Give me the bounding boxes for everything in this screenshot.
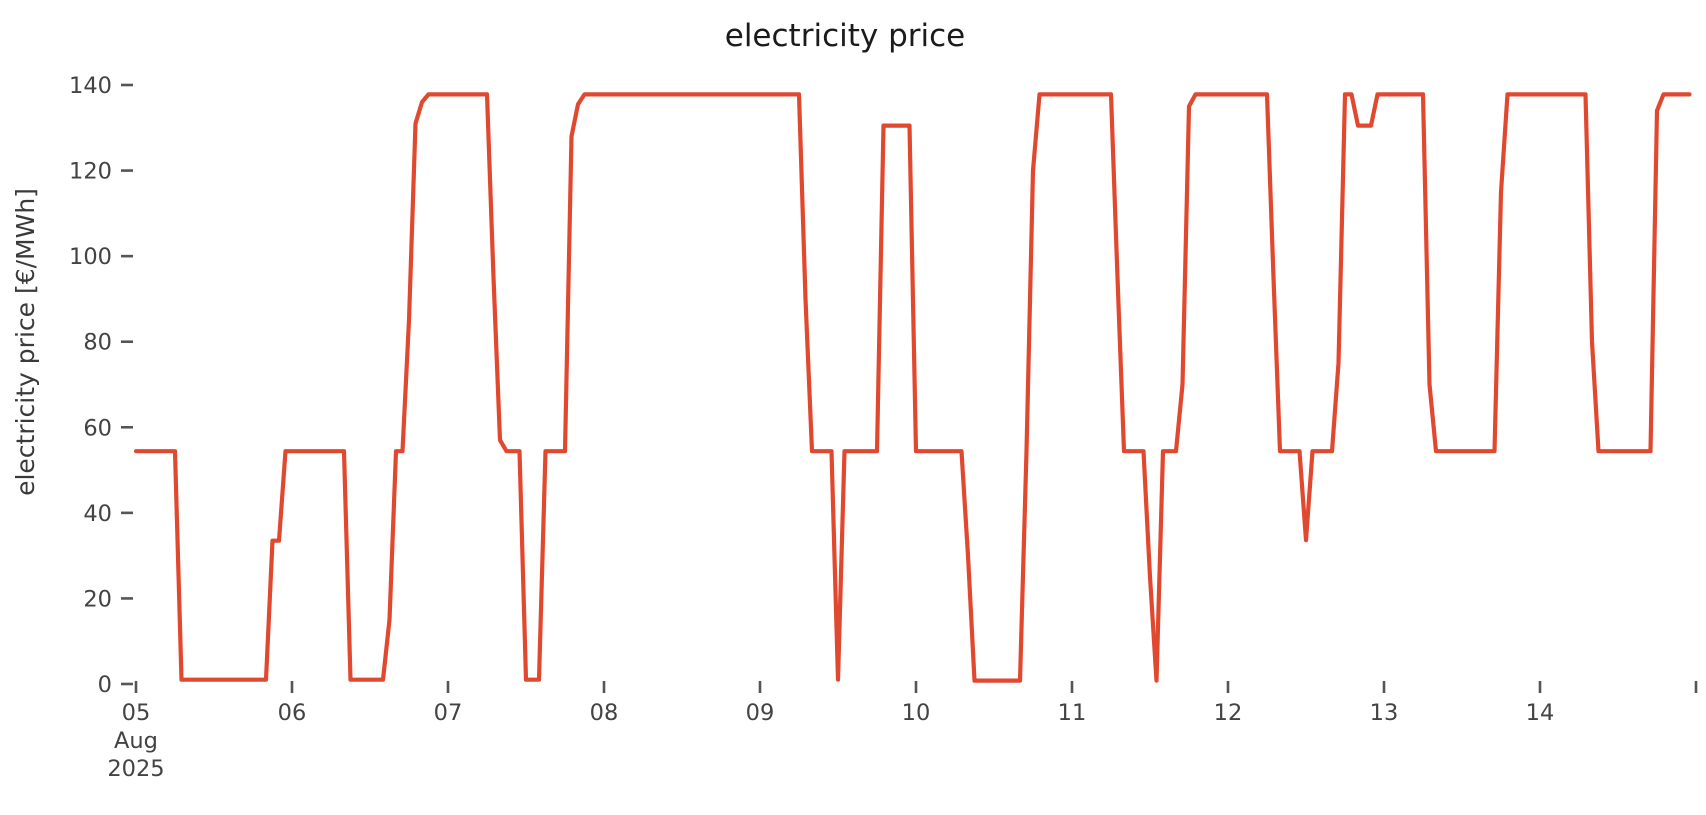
x-axis-month-year-label: Aug xyxy=(114,728,158,754)
axis-tick-labels: 0 20 40 60 80 100 120 140 05 06 07 08 09 10 11 12 13 14 Au… xyxy=(69,73,1554,782)
y-tick-label: 40 xyxy=(83,501,112,527)
y-tick-label: 80 xyxy=(83,330,112,356)
x-tick-label: 12 xyxy=(1214,700,1243,726)
x-tick-label: 14 xyxy=(1526,700,1555,726)
y-tick-label: 140 xyxy=(69,73,112,99)
x-tick-label: 06 xyxy=(278,700,307,726)
y-tick-label: 100 xyxy=(69,244,112,270)
x-axis-month-year-label: 2025 xyxy=(107,756,164,782)
x-tick-label: 08 xyxy=(590,700,619,726)
x-tick-label: 09 xyxy=(746,700,775,726)
chart-title: electricity price xyxy=(725,18,965,54)
y-tick-label: 0 xyxy=(98,672,112,698)
x-tick-label: 13 xyxy=(1370,700,1399,726)
price-line-layer xyxy=(133,92,1692,683)
x-tick-label: 07 xyxy=(434,700,463,726)
y-axis-label: electricity price [€/MWh] xyxy=(11,188,40,496)
x-tick-label: 05 xyxy=(122,700,151,726)
x-tick-label: 11 xyxy=(1058,700,1087,726)
x-tick-label: 10 xyxy=(902,700,931,726)
y-tick-label: 60 xyxy=(83,415,112,441)
axis-ticks xyxy=(121,83,1698,693)
y-tick-label: 120 xyxy=(69,159,112,185)
electricity-price-line xyxy=(133,92,1692,683)
y-tick-label: 20 xyxy=(83,586,112,612)
